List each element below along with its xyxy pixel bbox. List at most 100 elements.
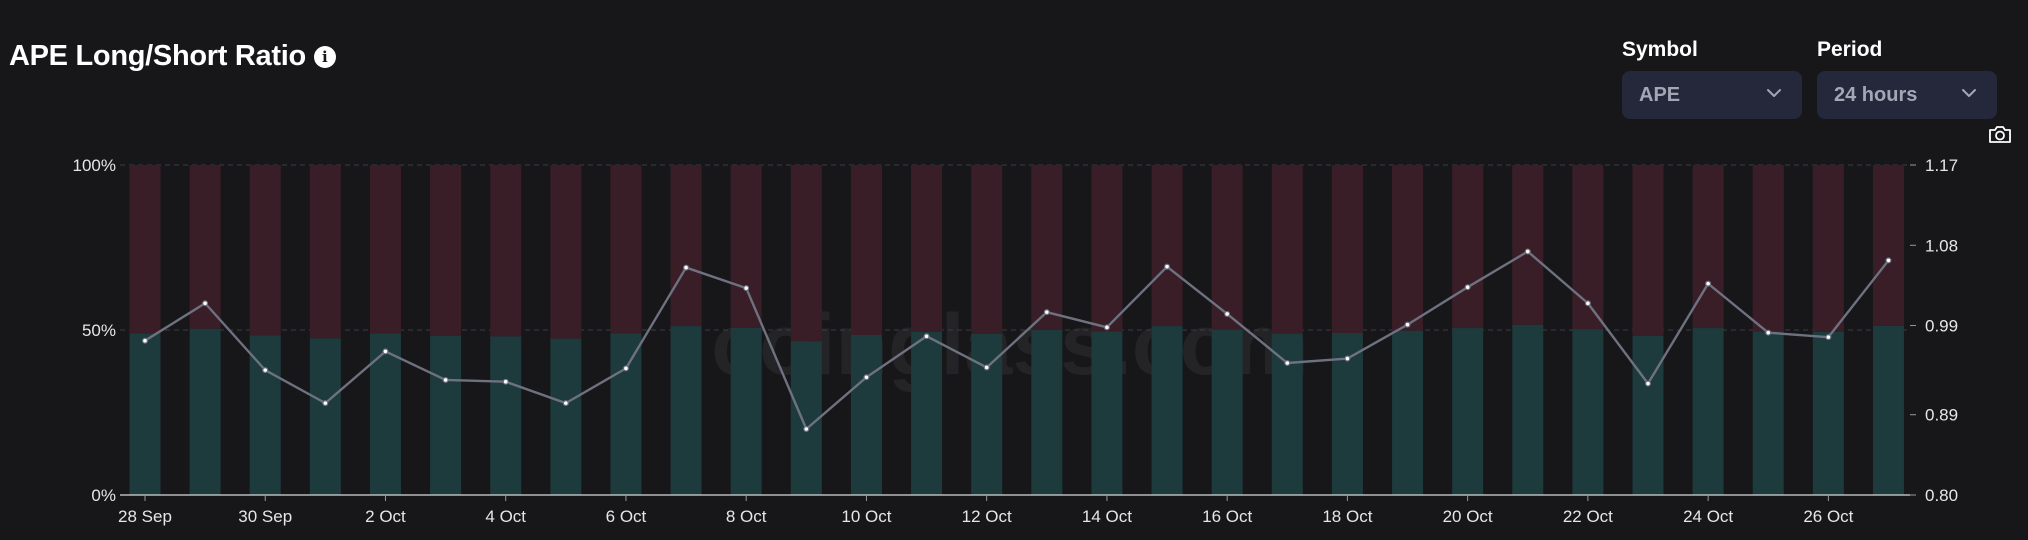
ratio-point (743, 285, 750, 292)
long-bar (1632, 335, 1664, 495)
ratio-point (1825, 334, 1832, 341)
ratio-point (262, 367, 269, 374)
ratio-line-layer (142, 248, 1892, 433)
long-bar (430, 335, 462, 495)
ratio-point (1705, 280, 1712, 287)
short-bar (1271, 165, 1303, 334)
long-bar (1512, 324, 1544, 495)
symbol-control: Symbol APE (1622, 38, 1802, 119)
left-tick-label: 50% (82, 321, 116, 340)
short-bar (249, 165, 281, 336)
long-bar (1392, 330, 1424, 495)
ratio-point (322, 400, 329, 407)
long-bar (1872, 325, 1904, 495)
long-bar (189, 328, 221, 495)
ratio-point (382, 348, 389, 355)
short-bar (550, 165, 582, 339)
right-tick-label: 0.99 (1925, 317, 1958, 336)
x-tick-label: 10 Oct (841, 507, 891, 526)
ratio-point (983, 364, 990, 371)
x-tick-label: 22 Oct (1563, 507, 1613, 526)
short-bar (971, 165, 1003, 334)
ratio-line (144, 250, 1890, 431)
x-tick-label: 4 Oct (485, 507, 526, 526)
symbol-select[interactable]: APE (1622, 71, 1802, 119)
short-bar (1151, 165, 1183, 327)
symbol-value: APE (1639, 83, 1681, 106)
ratio-point (1464, 284, 1471, 291)
ratio-point (1284, 360, 1291, 367)
x-tick-label: 28 Sep (118, 507, 172, 526)
short-bar (1211, 165, 1243, 330)
ratio-point (683, 264, 690, 271)
period-control: Period 24 hours (1817, 38, 1997, 119)
long-bar (730, 327, 762, 495)
long-bar (309, 338, 341, 495)
short-bar (309, 165, 341, 339)
x-tick-label: 6 Oct (606, 507, 647, 526)
ratio-point (1164, 263, 1171, 270)
ratio-point (202, 300, 209, 307)
short-bar (1632, 165, 1664, 336)
short-bar (1331, 165, 1363, 333)
short-bar (1452, 165, 1484, 329)
ratio-point (1043, 309, 1050, 316)
long-bar (1031, 330, 1063, 495)
short-bar (730, 165, 762, 328)
ratio-point (923, 333, 930, 340)
ratio-point (142, 337, 149, 344)
long-bar (1452, 328, 1484, 495)
short-bar (490, 165, 522, 337)
long-bar (1692, 328, 1724, 495)
short-bar (911, 165, 943, 332)
short-bar (1091, 165, 1123, 332)
ratio-point (562, 400, 569, 407)
long-bar (790, 341, 822, 495)
chevron-down-icon (1962, 89, 1976, 97)
long-bar (1572, 329, 1604, 495)
ratio-point (1524, 248, 1531, 255)
info-icon[interactable]: i (313, 45, 336, 68)
period-value: 24 hours (1834, 83, 1918, 106)
long-bar (249, 335, 281, 495)
short-bar (610, 165, 642, 334)
x-tick-label: 26 Oct (1803, 507, 1853, 526)
ratio-point (502, 378, 509, 385)
x-tick-label: 16 Oct (1202, 507, 1252, 526)
x-tick-label: 2 Oct (365, 507, 406, 526)
short-bar (129, 165, 161, 334)
x-tick-label: 20 Oct (1443, 507, 1493, 526)
short-bar (1752, 165, 1784, 332)
short-bar (1512, 165, 1544, 325)
short-bar (1392, 165, 1424, 331)
right-tick-label: 0.80 (1925, 486, 1958, 505)
left-tick-label: 100% (73, 156, 116, 175)
x-tick-label: 18 Oct (1322, 507, 1372, 526)
camera-icon[interactable] (1988, 124, 2012, 144)
period-select[interactable]: 24 hours (1817, 71, 1997, 119)
ratio-point (1103, 324, 1110, 331)
chevron-down-icon (1767, 89, 1781, 97)
short-bar (430, 165, 462, 336)
short-bar (1872, 165, 1904, 326)
long-bar (1752, 331, 1784, 495)
long-bar (129, 333, 161, 495)
ratio-point (1765, 329, 1772, 336)
long-bar (550, 338, 582, 495)
axis-layer: 100% 50% 0% 1.17 1.08 0.99 0.89 0.80 28 Sep 30 Se… (73, 156, 1959, 526)
ratio-point (442, 376, 449, 383)
long-bar (1812, 331, 1844, 495)
short-bar (1812, 165, 1844, 332)
short-bar (850, 165, 882, 335)
long-bar (1271, 333, 1303, 495)
x-tick-label: 24 Oct (1683, 507, 1733, 526)
long-bar (670, 326, 702, 495)
x-tick-label: 12 Oct (962, 507, 1012, 526)
ratio-point (1584, 300, 1591, 307)
long-bar (490, 336, 522, 495)
ratio-point (1885, 257, 1892, 264)
long-bar (1151, 326, 1183, 495)
ratio-point (1224, 310, 1231, 317)
